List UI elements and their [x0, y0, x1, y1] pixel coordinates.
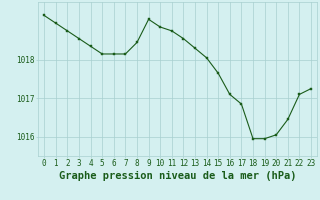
X-axis label: Graphe pression niveau de la mer (hPa): Graphe pression niveau de la mer (hPa) — [59, 171, 296, 181]
